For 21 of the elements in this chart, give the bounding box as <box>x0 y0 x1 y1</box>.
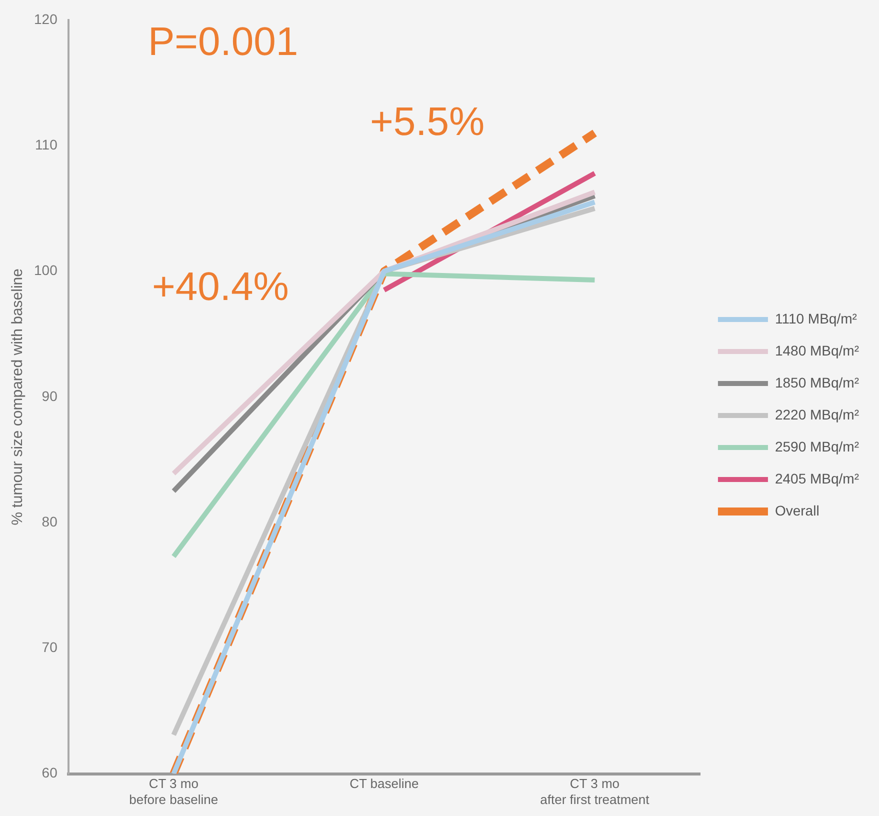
annotation: +5.5% <box>370 100 485 144</box>
legend-label: 1850 MBq/m² <box>774 374 860 390</box>
y-tick-label: 110 <box>35 136 58 152</box>
legend-label: Overall <box>774 502 820 518</box>
y-tick-label: 70 <box>42 639 58 656</box>
y-tick-label: 90 <box>42 388 58 404</box>
legend-label: 2590 MBq/m² <box>774 438 860 454</box>
annotation: +40.4% <box>152 265 289 309</box>
y-tick-label: 100 <box>34 262 58 278</box>
y-tick-label: 60 <box>42 764 58 781</box>
y-axis-title: % tumour size compared with baseline <box>9 268 26 526</box>
x-tick-label: CT 3 mo before baseline <box>129 776 218 807</box>
legend-label: 2220 MBq/m² <box>774 406 860 422</box>
legend-label: 1110 MBq/m² <box>774 310 858 326</box>
x-tick-label: CT baseline <box>350 776 419 792</box>
legend-label: 2405 MBq/m² <box>774 470 860 486</box>
y-tick-label: 80 <box>42 513 58 530</box>
y-tick-label: 120 <box>34 10 58 27</box>
annotation: P=0.001 <box>148 20 298 64</box>
x-tick-label: CT 3 mo after first treatment <box>540 776 650 807</box>
legend-label: 1480 MBq/m² <box>774 342 860 358</box>
